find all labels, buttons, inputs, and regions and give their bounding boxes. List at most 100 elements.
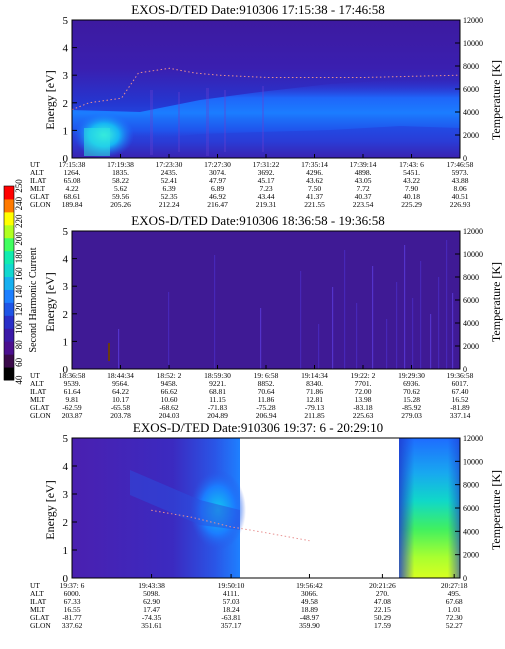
table-cell: 7.23	[259, 184, 272, 193]
table-cell: -85.92	[402, 403, 422, 412]
axes: 0 1 2 3 4 5 0 2000 4000 6000 8000 10000 12000	[63, 15, 484, 165]
table-cell: 8340.	[306, 379, 323, 388]
y2-tick-label: 2000	[463, 131, 479, 140]
y-axis-label: Energy [eV]	[43, 70, 57, 129]
table-row-label: MLT	[30, 605, 46, 614]
vertical-streak	[386, 319, 388, 369]
table-row-label: ILAT	[30, 597, 47, 606]
table-cell: 52.35	[161, 192, 178, 201]
table-cell: 6000.	[64, 589, 81, 598]
table-cell: 205.26	[110, 200, 131, 209]
table-cell: 40.18	[403, 192, 420, 201]
table-cell: 18:59:30	[204, 371, 231, 380]
y-tick-label: 3	[63, 281, 69, 293]
table-row-label: GLAT	[30, 192, 50, 201]
table-cell: 41.37	[306, 192, 323, 201]
table-cell: 47.97	[209, 176, 226, 185]
y-tick-label: 0	[63, 573, 69, 585]
colorbar-swatch	[4, 328, 14, 342]
table-cell: 10.60	[161, 395, 178, 404]
y2-tick-label: 8000	[463, 62, 479, 71]
y2-axis-label: Temperature [K]	[489, 470, 503, 550]
table-cell: 62.90	[143, 597, 160, 606]
table-cell: 6.39	[162, 184, 175, 193]
table-cell: -71.83	[208, 403, 228, 412]
y2-tick-label: 8000	[463, 273, 479, 282]
table-cell: 19: 6:58	[254, 371, 279, 380]
colorbar-swatch	[4, 289, 14, 303]
table-cell: 19:36:58	[447, 371, 474, 380]
table-cell: 52.41	[161, 176, 178, 185]
spectrogram-panel-1: EXOS-D/TED Date:910306 17:15:38 - 17:46:…	[30, 2, 503, 209]
vertical-streak	[260, 308, 262, 369]
table-cell: 61.64	[64, 387, 81, 396]
table-cell: 211.85	[304, 411, 325, 420]
table-row-label: ILAT	[30, 176, 47, 185]
time-striations	[150, 86, 264, 156]
colorbar: 40 60 80 100 120 140 160 180 200 220 240 250	[3, 179, 24, 385]
colorbar-tick-label: 100	[14, 320, 24, 334]
table-cell: 495.	[448, 589, 461, 598]
spectrogram-image-right-edge	[399, 438, 460, 578]
table-cell: 17:23:30	[156, 160, 183, 169]
y2-tick-label: 6000	[463, 296, 479, 305]
table-cell: 19:56:42	[296, 581, 323, 590]
vertical-streak	[344, 250, 346, 369]
table-cell: 17:39:14	[350, 160, 377, 169]
y2-tick-label: 4000	[463, 319, 479, 328]
table-cell: 17.47	[143, 605, 160, 614]
colorbar-swatch	[4, 263, 14, 278]
y-tick-label: 0	[63, 364, 69, 376]
table-cell: 9539.	[64, 379, 81, 388]
y2-tick-label: 10000	[463, 250, 483, 259]
table-cell: 6.89	[211, 184, 224, 193]
y-tick-label: 5	[63, 433, 69, 445]
table-cell: 6017.	[452, 379, 469, 388]
table-cell: 68.61	[64, 192, 81, 201]
y-tick-label: 3	[63, 70, 69, 82]
table-cell: 19:29:30	[398, 371, 425, 380]
low-energy-cyan-patch-core	[84, 128, 110, 156]
y-tick-label: 1	[63, 545, 69, 557]
colorbar-tick-label: 120	[14, 302, 24, 316]
axes: 0 1 2 3 4 5 0 2000 4000 6000 8000 10000 12000	[63, 433, 484, 585]
table-cell: 45.17	[258, 176, 275, 185]
table-cell: 43.22	[403, 176, 420, 185]
table-cell: 12.81	[306, 395, 323, 404]
table-cell: 7.90	[405, 184, 418, 193]
table-cell: 7701.	[355, 379, 372, 388]
vertical-streak	[452, 293, 454, 369]
colorbar-swatch	[4, 341, 14, 355]
y2-tick-label: 0	[463, 574, 467, 583]
y-tick-label: 1	[63, 336, 69, 348]
table-cell: 9221.	[209, 379, 226, 388]
y2-tick-label: 6000	[463, 504, 479, 513]
table-cell: 11.15	[209, 395, 226, 404]
y-tick-label: 4	[63, 461, 69, 473]
vertical-streak	[438, 277, 440, 369]
table-cell: 279.03	[401, 411, 422, 420]
table-cell: 68.81	[209, 387, 226, 396]
y2-tick-label: 0	[463, 154, 467, 163]
table-row-label: ALT	[30, 379, 44, 388]
table-row-label: UT	[30, 160, 40, 169]
y-axis-label: Energy [eV]	[43, 272, 57, 331]
colorbar-tick-label: 40	[14, 375, 24, 385]
y-tick-label: 1	[63, 125, 69, 137]
y2-tick-label: 10000	[463, 39, 483, 48]
colorbar-swatch	[4, 315, 14, 329]
table-cell: 3066.	[301, 589, 318, 598]
table-cell: 47.08	[374, 597, 391, 606]
table-cell: 216.47	[207, 200, 228, 209]
table-cell: 64.22	[112, 387, 129, 396]
colorbar-frame	[3, 185, 15, 381]
table-cell: 43.44	[258, 192, 275, 201]
panel-title: EXOS-D/TED Date:910306 17:15:38 - 17:46:…	[131, 2, 384, 17]
table-cell: 9.81	[65, 395, 78, 404]
table-cell: 13.98	[355, 395, 372, 404]
vertical-streak	[214, 255, 216, 369]
table-cell: 16.55	[64, 605, 81, 614]
table-cell: 17:43: 6	[399, 160, 424, 169]
